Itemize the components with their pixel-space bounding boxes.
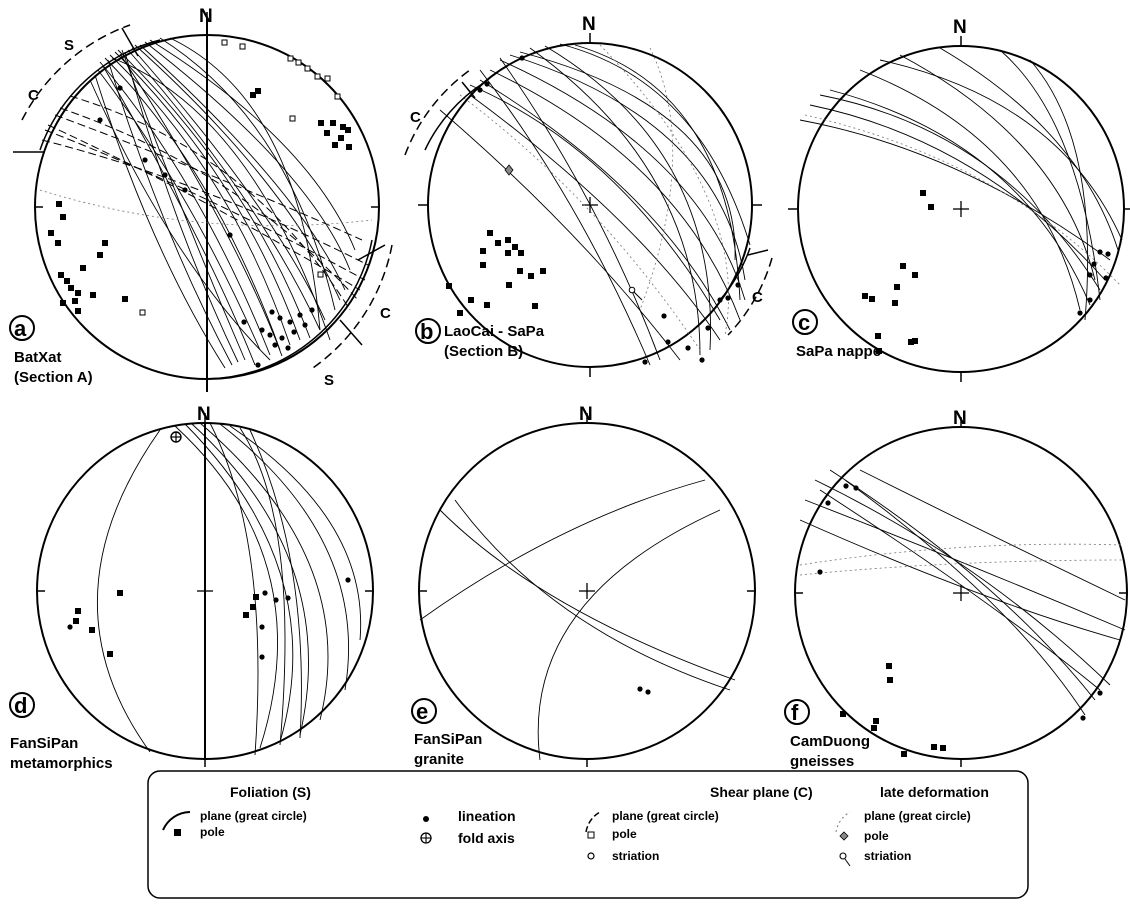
legend-late-striation-symbol bbox=[839, 852, 851, 867]
stereonet-a: N S C C S a BatXat (Section A) bbox=[9, 6, 393, 392]
panel-label-b: b bbox=[420, 319, 433, 344]
fold-axis-d bbox=[170, 431, 182, 443]
legend: Foliation (S) plane (great circle) pole … bbox=[147, 770, 1029, 899]
foliation-poles-a bbox=[48, 88, 352, 314]
c-arc-a2 bbox=[309, 244, 393, 371]
panel-label-c: c bbox=[798, 310, 810, 335]
panel-name-f: CamDuong bbox=[790, 733, 870, 750]
legend-great-circle-symbol bbox=[162, 811, 191, 831]
svg-text:C: C bbox=[752, 289, 763, 306]
panel-label-d: d bbox=[14, 693, 27, 718]
panel-subname-e: granite bbox=[414, 751, 464, 768]
svg-text:N: N bbox=[953, 17, 967, 38]
stereonet-b: N C C b LaoCai - SaPa (Section B) bbox=[404, 14, 773, 377]
legend-pole-symbol bbox=[174, 829, 181, 836]
stereonet-c: N c SaPa nappe bbox=[788, 17, 1130, 382]
svg-text:pole: pole bbox=[864, 829, 889, 843]
panel-subname-d: metamorphics bbox=[10, 755, 113, 772]
legend-lineation-symbol bbox=[423, 816, 429, 822]
svg-text:C: C bbox=[380, 305, 391, 322]
foliation-poles-d bbox=[73, 590, 259, 657]
panel-section-a: (Section A) bbox=[14, 369, 93, 386]
panel-name-d: FanSiPan bbox=[10, 735, 78, 752]
panel-name-c: SaPa nappe bbox=[796, 343, 881, 360]
svg-text:striation: striation bbox=[864, 849, 911, 863]
legend-fold-axis-symbol bbox=[420, 832, 432, 844]
panel-label-f: f bbox=[791, 700, 799, 725]
svg-text:plane (great circle): plane (great circle) bbox=[200, 809, 307, 823]
svg-text:S: S bbox=[324, 372, 334, 389]
svg-text:N: N bbox=[953, 408, 967, 429]
legend-shear-pole-symbol bbox=[587, 831, 595, 839]
lineations-e bbox=[637, 686, 651, 695]
foliation-poles-b bbox=[446, 230, 546, 316]
panel-label-a: a bbox=[14, 316, 27, 341]
legend-late-title: late deformation bbox=[880, 784, 989, 800]
s-arc-a1 bbox=[39, 39, 161, 151]
panel-label-e: e bbox=[416, 699, 428, 724]
legend-shear-title: Shear plane (C) bbox=[710, 784, 813, 800]
legend-striation-symbol bbox=[587, 852, 595, 860]
legend-foliation-title: Foliation (S) bbox=[230, 784, 311, 800]
legend-late-pole-symbol bbox=[839, 831, 849, 841]
panel-name-e: FanSiPan bbox=[414, 731, 482, 748]
svg-text:pole: pole bbox=[612, 827, 637, 841]
panel-name-b: LaoCai - SaPa bbox=[444, 323, 545, 340]
svg-text:N: N bbox=[582, 14, 596, 35]
legend-shear-gc-symbol bbox=[585, 811, 601, 833]
svg-text:N: N bbox=[579, 404, 593, 425]
svg-text:C: C bbox=[28, 87, 39, 104]
lineations-f bbox=[817, 483, 1103, 721]
svg-text:fold axis: fold axis bbox=[458, 830, 515, 846]
svg-text:C: C bbox=[410, 109, 421, 126]
north-label-a: N bbox=[199, 6, 213, 27]
svg-text:N: N bbox=[197, 404, 211, 425]
svg-text:S: S bbox=[64, 37, 74, 54]
foliation-poles-c bbox=[862, 190, 934, 354]
shear-poles-a bbox=[139, 39, 341, 316]
foliation-poles-f bbox=[840, 663, 946, 757]
lineations-c bbox=[1077, 249, 1111, 316]
stereonet-e: N e FanSiPan granite bbox=[411, 404, 756, 768]
stereonet-f: N f CamDuong gneisses bbox=[784, 408, 1128, 770]
svg-text:lineation: lineation bbox=[458, 808, 516, 824]
panel-subname-f: gneisses bbox=[790, 753, 854, 770]
s-arc-a2 bbox=[206, 239, 373, 380]
lineations-b bbox=[477, 55, 741, 365]
c-arc-a1 bbox=[21, 24, 131, 121]
lineations-d bbox=[67, 577, 351, 660]
svg-text:plane (great circle): plane (great circle) bbox=[612, 809, 719, 823]
legend-late-gc-symbol bbox=[835, 811, 851, 833]
lineations-a bbox=[97, 85, 315, 368]
svg-text:pole: pole bbox=[200, 825, 225, 839]
svg-text:plane (great circle): plane (great circle) bbox=[864, 809, 971, 823]
panel-section-b: (Section B) bbox=[444, 343, 523, 360]
svg-text:striation: striation bbox=[612, 849, 659, 863]
panel-name-a: BatXat bbox=[14, 349, 62, 366]
stereonet-d: N d FanSiPan metamorphics bbox=[9, 404, 374, 772]
